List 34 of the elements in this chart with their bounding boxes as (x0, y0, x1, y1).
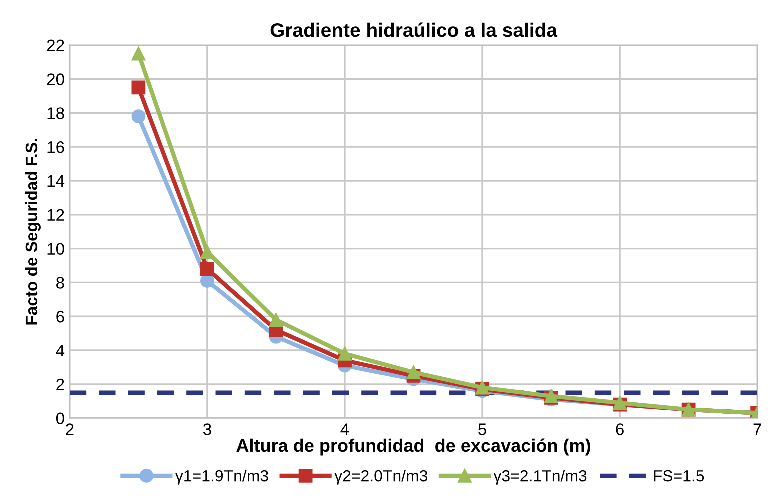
x-tick-label: 2 (66, 424, 74, 436)
point (338, 346, 352, 361)
point (269, 313, 284, 327)
y-tick-label: 16 (48, 141, 64, 154)
y-tick-label: 4 (56, 345, 65, 357)
point (132, 110, 146, 124)
point (132, 80, 146, 95)
y-tick-label: 20 (47, 74, 64, 86)
y-tick-label: 6 (56, 311, 64, 323)
legend-label: γ1=1.9Tn/m3 (175, 470, 268, 485)
legend-label: FS=1.5 (654, 470, 704, 482)
x-axis-title: Altura de profundidad de excavación (m) (236, 438, 590, 456)
y-tick-label: 2 (56, 378, 64, 390)
y-tick-label: 14 (48, 176, 65, 188)
x-tick-label: 3 (203, 424, 212, 436)
chart-title: Gradiente hidraúlico a la salida (270, 22, 558, 38)
point (200, 274, 214, 288)
y-tick-label: 10 (48, 243, 64, 255)
x-tick-label: 6 (616, 424, 624, 436)
point (406, 366, 421, 380)
legend-label: γ3=2.1Tn/m3 (494, 470, 587, 485)
y-axis-title: Facto de Seguridad F.S. (25, 138, 41, 325)
point (200, 262, 214, 276)
x-tick-label: 4 (340, 424, 350, 436)
x-tick-label: 7 (754, 424, 762, 436)
y-tick-label: 18 (48, 108, 64, 120)
y-tick-label: 22 (47, 40, 64, 52)
x-tick-label: 5 (478, 424, 486, 436)
legend-label: γ2=2.0Tn/m3 (334, 470, 428, 485)
y-tick-label: 0 (56, 412, 64, 425)
point (132, 46, 146, 61)
y-tick-label: 8 (56, 277, 64, 289)
y-tick-label: 12 (48, 209, 64, 221)
point (200, 245, 214, 260)
